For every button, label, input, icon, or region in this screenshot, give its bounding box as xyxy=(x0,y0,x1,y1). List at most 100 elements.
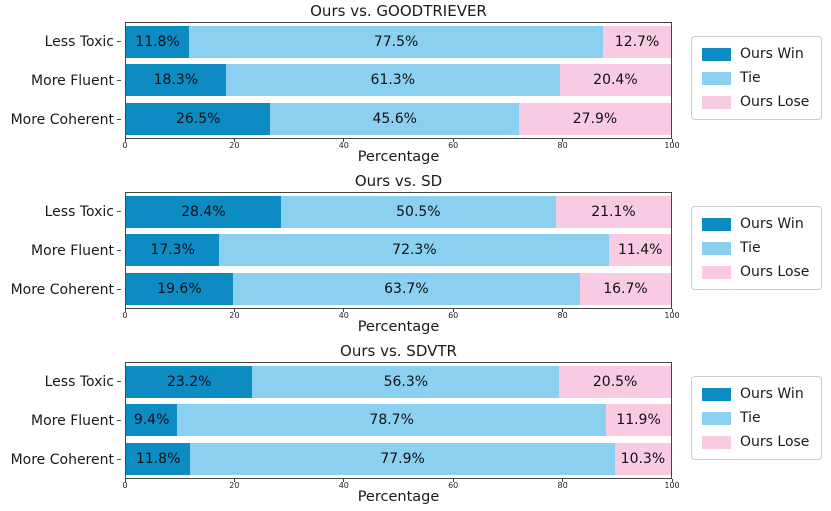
legend-entry-ours-win: Ours Win xyxy=(702,386,809,402)
legend-entry-tie: Tie xyxy=(702,410,809,426)
x-tick-mark xyxy=(452,139,454,142)
legend-entry-ours-lose: Ours Lose xyxy=(702,94,809,110)
x-tick-mark xyxy=(233,309,235,312)
x-tick-mark xyxy=(671,479,673,482)
y-tick-mark xyxy=(117,289,121,290)
category-label-text: More Fluent xyxy=(31,72,114,89)
subplot-ours-vs-sdvtr: Ours vs. SDVTR Less Toxic More Fluent More… xyxy=(0,340,831,511)
x-tick-label: 100 xyxy=(664,481,680,490)
bar-segment-ours-lose: 11.9% xyxy=(606,404,671,437)
y-tick-mark xyxy=(117,211,121,212)
x-tick-label: 80 xyxy=(557,311,568,320)
y-tick-mark xyxy=(117,420,121,421)
category-label-text: More Fluent xyxy=(31,242,114,259)
x-tick-mark xyxy=(452,309,454,312)
bar-segment-ours-lose: 27.9% xyxy=(518,102,671,135)
x-tick-mark xyxy=(562,309,564,312)
y-axis-labels: Less Toxic More Fluent More Coherent xyxy=(0,362,121,479)
legend-swatch-tie xyxy=(702,241,731,255)
x-tick-mark xyxy=(233,139,235,142)
legend-label: Ours Lose xyxy=(740,434,810,450)
bar-row-more-coherent: 26.5% 45.6% 27.9% xyxy=(126,102,671,135)
bar-segment-ours-lose: 21.1% xyxy=(555,196,671,229)
x-axis-ticks: 0 20 40 60 80 100 xyxy=(122,479,680,493)
legend: Ours Win Tie Ours Lose xyxy=(691,376,823,460)
category-label-text: Less Toxic xyxy=(44,373,114,390)
legend: Ours Win Tie Ours Lose xyxy=(691,36,823,120)
bar-row-more-fluent: 9.4% 78.7% 11.9% xyxy=(126,404,671,437)
x-tick-mark xyxy=(343,139,345,142)
legend-entry-ours-lose: Ours Lose xyxy=(702,434,809,450)
category-label-more-fluent: More Fluent xyxy=(0,235,121,267)
bar-segment-tie: 50.5% xyxy=(280,196,556,229)
category-label-more-fluent: More Fluent xyxy=(0,405,121,437)
category-label-text: More Coherent xyxy=(10,111,114,128)
bar-segment-tie: 45.6% xyxy=(270,102,519,135)
y-tick-mark xyxy=(117,381,121,382)
x-tick-mark xyxy=(124,139,126,142)
plot-area: 23.2% 56.3% 20.5% 9.4% 78.7% 11.9% 11.8% 77.9% 1… xyxy=(125,362,672,479)
bar-row-less-toxic: 11.8% 77.5% 12.7% xyxy=(126,26,671,59)
x-tick-label: 0 xyxy=(122,311,128,320)
x-tick-mark xyxy=(124,309,126,312)
chart-title: Ours vs. GOODTRIEVER xyxy=(310,2,487,20)
x-tick-mark xyxy=(124,479,126,482)
bar-segment-ours-win: 11.8% xyxy=(126,442,191,475)
x-tick-label: 20 xyxy=(229,481,240,490)
legend-label: Ours Win xyxy=(740,386,804,402)
x-tick-label: 100 xyxy=(664,311,680,320)
legend-label: Tie xyxy=(740,410,761,426)
x-tick-mark xyxy=(343,309,345,312)
category-label-less-toxic: Less Toxic xyxy=(0,366,121,398)
x-tick-label: 20 xyxy=(229,141,240,150)
legend-swatch-ours-lose xyxy=(702,435,731,449)
x-tick-label: 0 xyxy=(122,481,128,490)
x-tick-label: 60 xyxy=(448,141,459,150)
x-tick-label: 100 xyxy=(664,141,680,150)
x-axis-ticks: 0 20 40 60 80 100 xyxy=(122,309,680,323)
category-label-less-toxic: Less Toxic xyxy=(0,196,121,228)
x-tick-label: 40 xyxy=(338,141,349,150)
y-tick-mark xyxy=(117,80,121,81)
x-tick-label: 60 xyxy=(448,311,459,320)
category-label-more-coherent: More Coherent xyxy=(0,274,121,306)
category-label-more-coherent: More Coherent xyxy=(0,444,121,476)
bar-row-less-toxic: 28.4% 50.5% 21.1% xyxy=(126,196,671,229)
x-tick-label: 40 xyxy=(338,311,349,320)
bar-row-more-fluent: 17.3% 72.3% 11.4% xyxy=(126,234,671,267)
legend-label: Ours Lose xyxy=(740,264,810,280)
category-label-less-toxic: Less Toxic xyxy=(0,26,121,58)
bar-row-more-coherent: 11.8% 77.9% 10.3% xyxy=(126,442,671,475)
legend-label: Ours Win xyxy=(740,46,804,62)
bar-segment-tie: 78.7% xyxy=(177,404,607,437)
x-tick-mark xyxy=(233,479,235,482)
bar-segment-ours-lose: 20.4% xyxy=(559,64,671,97)
legend-entry-ours-win: Ours Win xyxy=(702,46,809,62)
category-label-more-coherent: More Coherent xyxy=(0,104,121,136)
legend-swatch-tie xyxy=(702,71,731,85)
bar-segment-tie: 77.9% xyxy=(190,442,615,475)
bar-row-more-fluent: 18.3% 61.3% 20.4% xyxy=(126,64,671,97)
x-axis-ticks: 0 20 40 60 80 100 xyxy=(122,139,680,153)
x-tick-mark xyxy=(671,309,673,312)
bar-segment-tie: 61.3% xyxy=(225,64,560,97)
legend-swatch-ours-win xyxy=(702,387,731,401)
category-label-text: Less Toxic xyxy=(44,203,114,220)
x-tick-label: 20 xyxy=(229,311,240,320)
plot-area: 11.8% 77.5% 12.7% 18.3% 61.3% 20.4% 26.5% 45.6%… xyxy=(125,22,672,139)
y-axis-labels: Less Toxic More Fluent More Coherent xyxy=(0,192,121,309)
bar-segment-ours-win: 23.2% xyxy=(126,366,253,399)
x-tick-label: 80 xyxy=(557,481,568,490)
x-tick-label: 80 xyxy=(557,141,568,150)
legend-swatch-ours-win xyxy=(702,47,731,61)
legend-label: Tie xyxy=(740,70,761,86)
bar-segment-ours-lose: 20.5% xyxy=(559,366,671,399)
x-tick-mark xyxy=(343,479,345,482)
legend-label: Ours Lose xyxy=(740,94,810,110)
bar-segment-ours-win: 26.5% xyxy=(126,102,271,135)
y-tick-mark xyxy=(117,250,121,251)
category-label-text: More Coherent xyxy=(10,281,114,298)
legend-entry-ours-win: Ours Win xyxy=(702,216,809,232)
legend-entry-ours-lose: Ours Lose xyxy=(702,264,809,280)
